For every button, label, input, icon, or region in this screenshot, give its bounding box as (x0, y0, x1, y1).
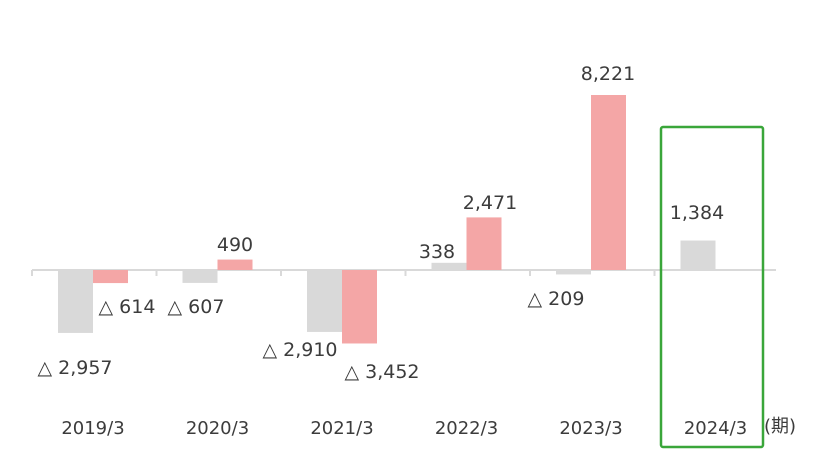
data-label: △ 614 (99, 296, 156, 318)
category-label: 2024/3 (684, 418, 747, 439)
category-label: 2021/3 (310, 418, 373, 439)
bar-gray-2022-3 (431, 262, 467, 270)
data-label: △ 607 (168, 296, 225, 318)
bar-gray-2024-3 (680, 240, 716, 270)
data-label: △ 3,452 (344, 361, 419, 383)
bar-gray-2023-3 (556, 270, 591, 275)
data-label: △ 2,957 (37, 357, 112, 379)
category-label: 2019/3 (61, 418, 124, 439)
bar-pink-2019-3 (93, 270, 128, 284)
category-label: 2022/3 (435, 418, 498, 439)
category-label: 2023/3 (559, 418, 622, 439)
data-label: 1,384 (670, 202, 724, 224)
bar-gray-2021-3 (307, 270, 342, 332)
data-label: 2,471 (463, 192, 517, 214)
data-label: 8,221 (581, 63, 635, 85)
data-label: 338 (419, 241, 455, 263)
bar-gray-2020-3 (182, 270, 218, 283)
data-label: △ 209 (528, 288, 585, 310)
bar-pink-2022-3 (466, 217, 502, 270)
highlight-box-2024 (659, 125, 765, 449)
bar-pink-2020-3 (217, 259, 253, 270)
bar-pink-2023-3 (591, 95, 626, 270)
data-label: 490 (217, 234, 253, 256)
x-unit-label: (期) (764, 416, 796, 437)
data-label: △ 2,910 (262, 339, 337, 361)
category-label: 2020/3 (186, 418, 249, 439)
bar-pink-2021-3 (342, 270, 377, 344)
bar-gray-2019-3 (58, 270, 93, 333)
